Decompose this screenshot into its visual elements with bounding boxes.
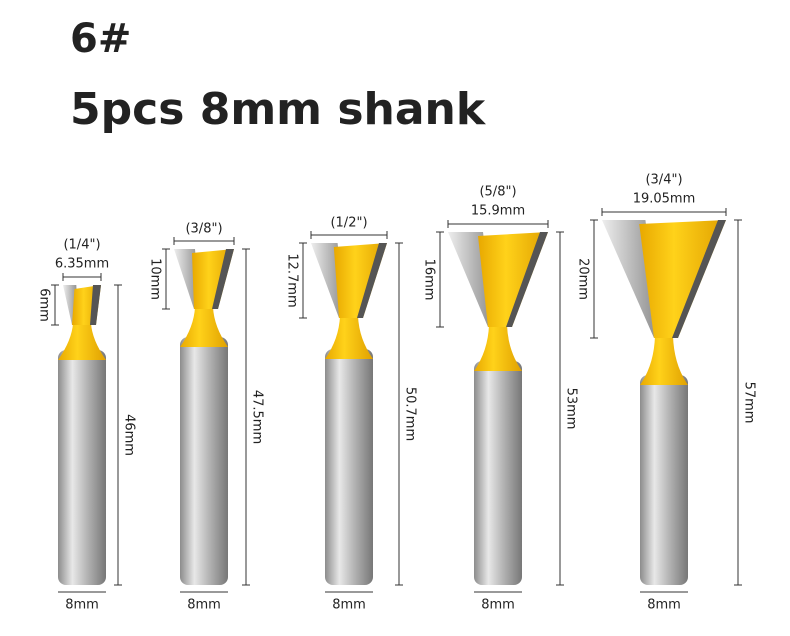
title: 6# [70, 16, 131, 62]
inch-label: (3/8") [185, 222, 222, 237]
length-label: 53mm [564, 388, 579, 430]
inch-label: (1/2") [330, 216, 367, 231]
inch-label: (5/8") [479, 185, 516, 200]
length-label: 47.5mm [250, 390, 265, 444]
head-body [639, 220, 726, 338]
cutter-edge [357, 243, 387, 318]
head-height-label: 16mm [422, 259, 437, 301]
cutter-edge [672, 220, 726, 338]
shank [474, 361, 522, 585]
inch-label: (3/4") [645, 173, 682, 188]
shank-label: 8mm [187, 598, 221, 613]
head-body [478, 232, 548, 327]
neck [474, 325, 522, 371]
subtitle: 5pcs 8mm shank [70, 84, 487, 135]
shank-label: 8mm [332, 598, 366, 613]
head-height-label: 6mm [37, 288, 52, 322]
width-label: 6.35mm [55, 257, 109, 272]
shank-label: 8mm [481, 598, 515, 613]
width-label: 15.9mm [471, 204, 525, 219]
shank [58, 350, 106, 585]
inch-label: (1/4") [63, 238, 100, 253]
length-label: 50.7mm [403, 387, 418, 441]
length-label: 46mm [122, 414, 137, 456]
neck [180, 307, 228, 347]
head-height-label: 10mm [148, 258, 163, 300]
head-height-label: 20mm [576, 258, 591, 300]
cutter-edge [506, 232, 548, 327]
shank [325, 349, 373, 585]
cutter-edge [212, 249, 234, 309]
shank-label: 8mm [647, 598, 681, 613]
shank [180, 337, 228, 585]
neck [325, 316, 373, 359]
neck [58, 323, 106, 360]
shank [640, 375, 688, 585]
length-label: 57mm [742, 382, 757, 424]
neck [640, 336, 688, 385]
shank-label: 8mm [65, 598, 99, 613]
head-height-label: 12.7mm [285, 253, 300, 307]
width-label: 19.05mm [633, 192, 696, 207]
cutter-edge [90, 285, 101, 325]
